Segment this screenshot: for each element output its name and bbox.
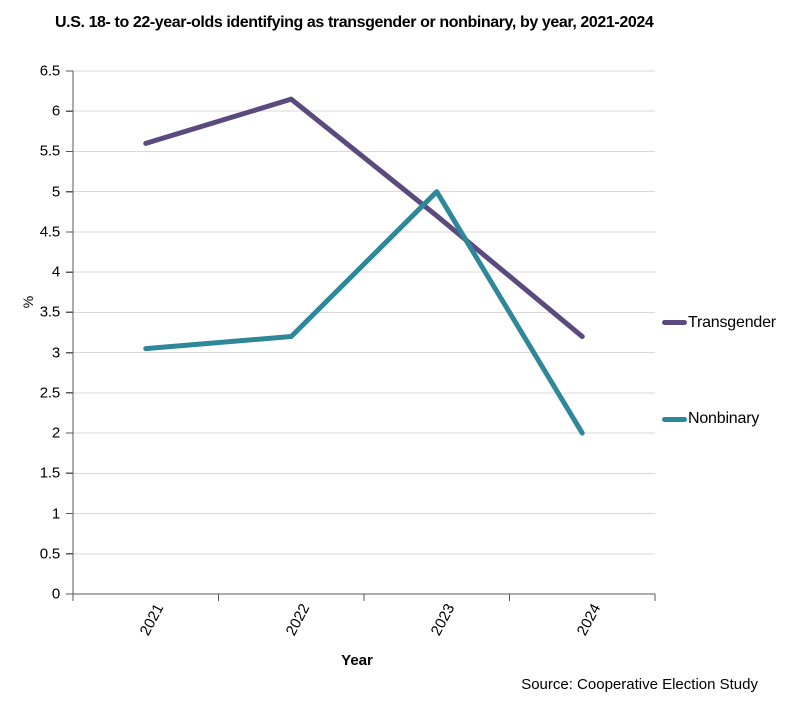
y-tick-label: 2.5	[39, 384, 60, 402]
legend-line-marker	[662, 320, 687, 326]
y-tick-label: 5.5	[39, 142, 60, 160]
legend-label: Transgender	[688, 313, 776, 331]
series-line-transgender	[143, 96, 585, 340]
chart-title: U.S. 18- to 22-year-olds identifying as …	[55, 14, 654, 31]
y-tick-label: 4.5	[39, 223, 60, 241]
y-tick-label: 0.5	[39, 545, 60, 563]
y-axis-title: %	[20, 295, 37, 309]
source-note: Source: Cooperative Election Study	[521, 676, 758, 693]
series-line-nonbinary	[143, 189, 585, 436]
y-tick-label: 2	[51, 424, 60, 442]
y-tick-label: 1.5	[39, 464, 60, 482]
legend-label: Nonbinary	[688, 410, 760, 428]
legend-line-marker	[662, 416, 687, 422]
y-tick-label: 5	[51, 183, 60, 201]
legend-item-transgender: Transgender	[662, 314, 776, 332]
legend-item-nonbinary: Nonbinary	[662, 410, 759, 428]
y-tick-label: 6	[51, 102, 60, 120]
y-tick-label: 4	[51, 263, 60, 281]
y-tick-label: 1	[51, 505, 60, 523]
y-tick-label: 3	[51, 344, 60, 362]
y-tick-label: 3.5	[39, 303, 60, 321]
x-axis-title: Year	[341, 652, 373, 669]
y-tick-label: 0	[51, 585, 60, 603]
y-tick-label: 6.5	[39, 62, 60, 80]
